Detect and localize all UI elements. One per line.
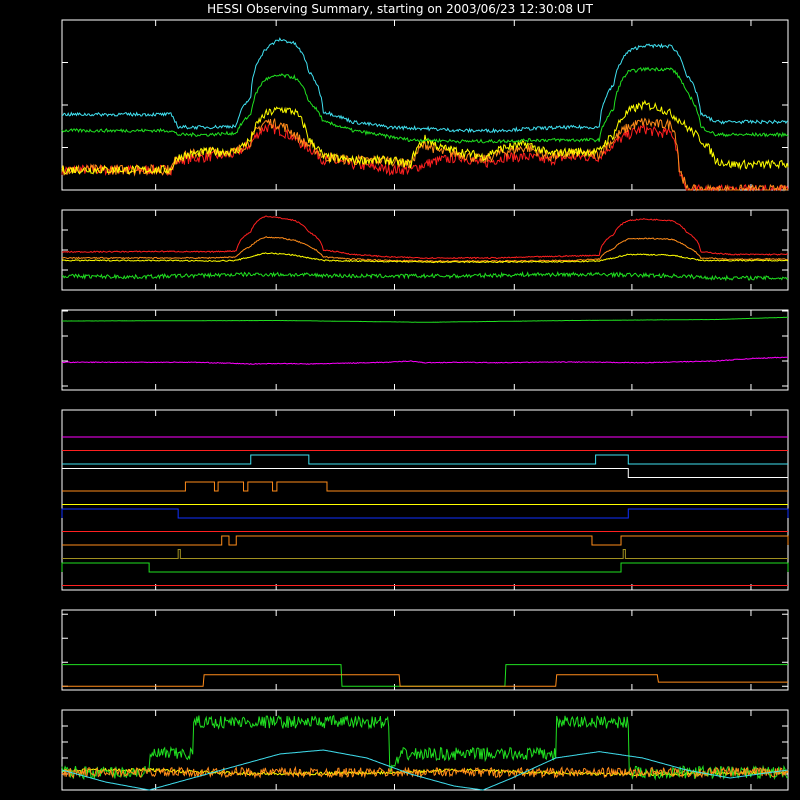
plot-title: HESSI Observing Summary, starting on 200… bbox=[207, 2, 593, 16]
flag-line-4 bbox=[62, 481, 788, 492]
rates-high-series-3 bbox=[61, 271, 789, 282]
rates-high-series-2 bbox=[61, 252, 789, 264]
flag-line-9 bbox=[62, 549, 788, 560]
flag-line-3 bbox=[61, 468, 788, 479]
flags-frame bbox=[61, 409, 789, 591]
goes-frame bbox=[61, 309, 789, 391]
decimation-frame bbox=[61, 609, 789, 691]
rates-low-series-0 bbox=[61, 123, 789, 192]
rates-low-series-4 bbox=[61, 37, 789, 134]
ratios-series-1 bbox=[61, 714, 789, 781]
decimation-series-1 bbox=[62, 674, 788, 687]
ratios-series-2 bbox=[61, 765, 789, 780]
rates-low-series-3 bbox=[61, 66, 789, 144]
ratios-frame bbox=[61, 709, 789, 791]
goes-series-1 bbox=[61, 356, 789, 365]
flag-line-2 bbox=[62, 454, 788, 465]
ratios-series-3 bbox=[61, 749, 789, 791]
flag-line-10 bbox=[61, 562, 789, 573]
flag-line-8 bbox=[62, 535, 789, 546]
rates-low-series-2 bbox=[61, 99, 789, 175]
flag-line-6 bbox=[61, 508, 789, 519]
goes-series-0 bbox=[62, 316, 789, 323]
rates-high-series-1 bbox=[62, 236, 789, 263]
rates-high-series-0 bbox=[61, 215, 789, 260]
